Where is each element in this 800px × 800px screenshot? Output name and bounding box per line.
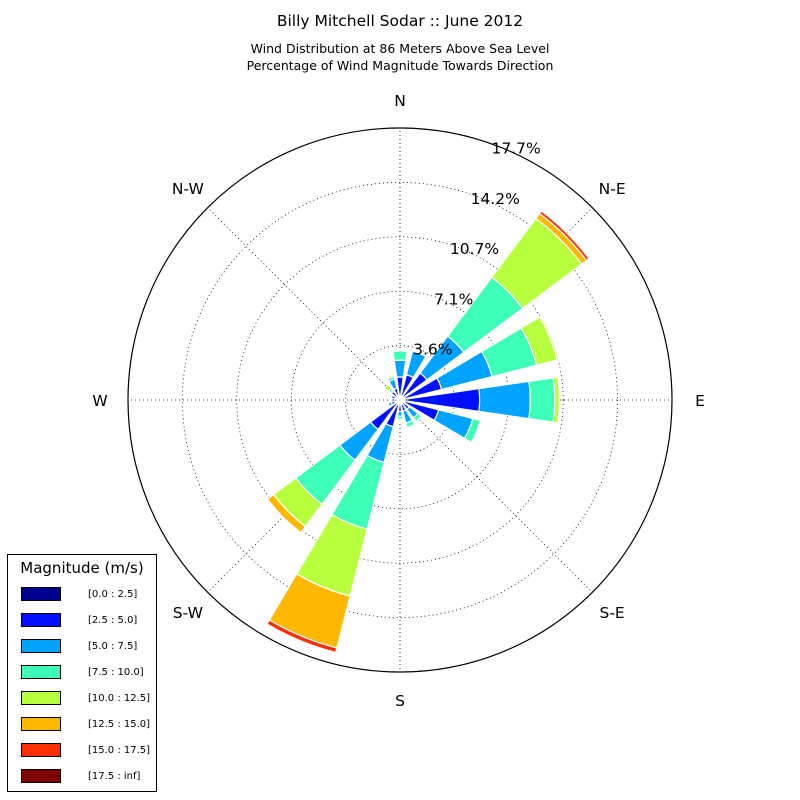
- direction-label: N: [394, 92, 406, 110]
- grid-ring: [181, 181, 619, 619]
- legend: Magnitude (m/s) [0.0 : 2.5] [2.5 : 5.0] [5…: [7, 554, 157, 792]
- direction-label: S-E: [600, 604, 625, 622]
- chart-subtitle-line2: Percentage of Wind Magnitude Towards Dir…: [246, 58, 554, 73]
- legend-item: [12.5 : 15.0]: [20, 717, 156, 733]
- legend-swatch: [21, 743, 61, 757]
- legend-title: Magnitude (m/s): [20, 559, 144, 577]
- legend-label: [2.5 : 5.0]: [88, 615, 138, 626]
- legend-item: [0.0 : 2.5]: [20, 587, 156, 603]
- direction-label: E: [695, 392, 705, 410]
- wind-bar-segment: [405, 419, 416, 429]
- wind-bar-segment: [266, 493, 307, 534]
- grid-spoke: [207, 207, 401, 401]
- legend-label: [0.0 : 2.5]: [88, 589, 138, 600]
- legend-swatch: [21, 665, 61, 679]
- wind-bar-segment: [538, 315, 560, 361]
- radial-tick-label: 3.6%: [413, 341, 452, 359]
- direction-label: W: [92, 392, 107, 410]
- outer-ring: [127, 127, 673, 673]
- radial-tick-label: 10.7%: [450, 240, 499, 258]
- legend-label: [12.5 : 15.0]: [88, 719, 151, 730]
- direction-label: S-W: [173, 604, 203, 622]
- legend-label: [5.0 : 7.5]: [88, 641, 138, 652]
- wind-bar-segment: [390, 398, 399, 402]
- legend-item: [5.0 : 7.5]: [20, 639, 156, 655]
- legend-label: [10.0 : 12.5]: [88, 693, 151, 704]
- wind-bar-segment: [538, 210, 590, 262]
- radial-tick-label: 17.7%: [491, 140, 540, 158]
- legend-swatch: [21, 613, 61, 627]
- wind-bar-segment: [528, 377, 556, 423]
- grid-ring: [236, 236, 564, 564]
- wind-bar-segment: [393, 359, 407, 378]
- wind-bar-segment: [266, 619, 338, 654]
- legend-label: [7.5 : 10.0]: [88, 667, 144, 678]
- chart-subtitle-line1: Wind Distribution at 86 Meters Above Sea…: [250, 41, 550, 56]
- legend-item: [7.5 : 10.0]: [20, 665, 156, 681]
- direction-label: N-W: [172, 180, 204, 198]
- wind-bar-segment: [412, 412, 423, 423]
- wind-bar-segment: [405, 350, 427, 379]
- direction-label: S: [395, 692, 405, 710]
- wind-bar-segment: [463, 417, 481, 444]
- legend-swatch: [21, 769, 61, 783]
- legend-swatch: [21, 717, 61, 731]
- legend-item: [17.5 : inf]: [20, 769, 156, 785]
- chart-title: Billy Mitchell Sodar :: June 2012: [276, 12, 524, 30]
- polar-labels: 3.6% 7.1% 10.7% 14.2% 17.7% N N-E E S-E S S-W W N-W: [92, 92, 705, 710]
- wind-bar-segment: [383, 383, 393, 393]
- wind-bars: [266, 210, 590, 654]
- legend-item: [10.0 : 12.5]: [20, 691, 156, 707]
- legend-item: [2.5 : 5.0]: [20, 613, 156, 629]
- wind-bar-segment: [392, 349, 408, 353]
- legend-swatch: [21, 691, 61, 705]
- wind-bar-segment: [385, 374, 395, 380]
- radial-tick-label: 14.2%: [471, 190, 520, 208]
- wind-bar-segment: [388, 393, 393, 399]
- wind-bar-segment: [396, 418, 404, 422]
- legend-label: [17.5 : inf]: [88, 771, 141, 782]
- legend-swatch: [21, 639, 61, 653]
- grid-spoke: [399, 399, 593, 593]
- wind-bar-segment: [478, 380, 531, 420]
- legend-item: [15.0 : 17.5]: [20, 743, 156, 759]
- wind-bar-segment: [392, 350, 408, 362]
- legend-label: [15.0 : 17.5]: [88, 745, 151, 756]
- direction-label: N-E: [599, 180, 626, 198]
- radial-tick-label: 7.1%: [434, 290, 473, 308]
- wind-bar-segment: [552, 376, 560, 424]
- legend-swatch: [21, 587, 61, 601]
- wind-bar-segment: [387, 401, 393, 408]
- wind-bar-segment: [397, 410, 403, 417]
